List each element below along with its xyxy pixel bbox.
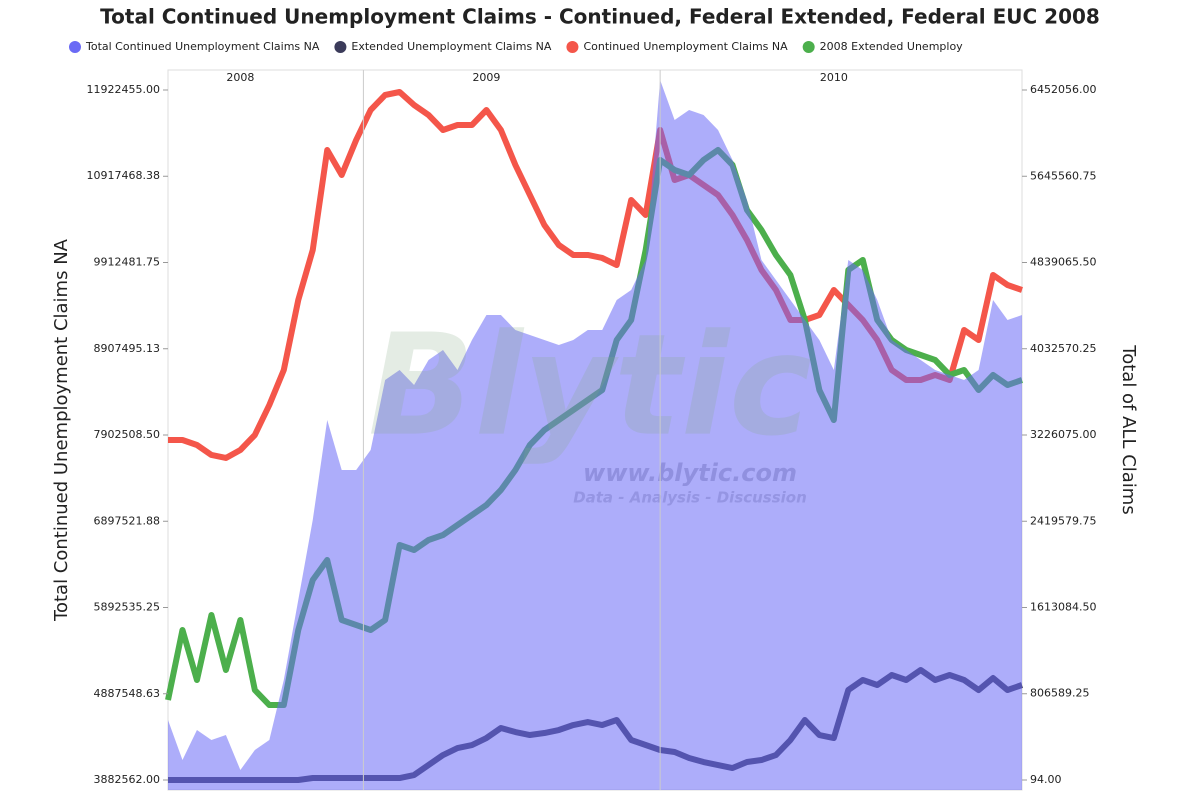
y2-tick-label: 4839065.50 — [1030, 256, 1096, 269]
y2-tick-label: 5645560.75 — [1030, 169, 1096, 182]
y-tick-label: 5892535.25 — [94, 601, 160, 614]
y2-tick-label: 6452056.00 — [1030, 83, 1096, 96]
legend-label: Continued Unemployment Claims NA — [583, 40, 788, 53]
y2-tick-label: 94.00 — [1030, 773, 1062, 786]
x-tick-label: 2010 — [820, 71, 848, 84]
legend-marker — [69, 41, 81, 53]
watermark-logo: Blytic — [368, 305, 812, 468]
marks — [165, 80, 1023, 790]
y-axis-title: Total Continued Unemployment Claims NA — [51, 238, 72, 622]
y2-axis-title: Total of ALL Claims — [1118, 344, 1139, 514]
y-tick-label: 7902508.50 — [94, 428, 160, 441]
legend-label: Extended Unemployment Claims NA — [351, 40, 551, 53]
series-area — [168, 80, 1022, 790]
y2-tick-label: 1613084.50 — [1030, 600, 1096, 613]
legend-label: Total Continued Unemployment Claims NA — [85, 40, 320, 53]
y2-tick-label: 2419579.75 — [1030, 514, 1096, 527]
watermark-tagline: Data - Analysis - Discussion — [573, 489, 807, 507]
watermark-url: www.blytic.com — [583, 459, 797, 487]
y-tick-label: 10917468.38 — [87, 169, 160, 182]
x-tick-label: 2008 — [226, 71, 254, 84]
y2-tick-label: 4032570.25 — [1030, 342, 1096, 355]
y-tick-label: 8907495.13 — [94, 342, 160, 355]
legend-marker — [566, 41, 579, 53]
y-tick-label: 3882562.00 — [94, 773, 160, 786]
chart-title: Total Continued Unemployment Claims - Co… — [100, 5, 1100, 29]
legend-marker — [334, 41, 347, 53]
y2-tick-label: 3226075.00 — [1030, 428, 1096, 441]
y-tick-label: 9912481.75 — [94, 255, 160, 268]
y-tick-label: 6897521.88 — [94, 514, 160, 527]
legend-label: 2008 Extended Unemploy — [820, 40, 964, 53]
legend-marker — [802, 41, 815, 53]
x-tick-label: 2009 — [472, 71, 500, 84]
y-tick-label: 11922455.00 — [87, 83, 160, 96]
y-tick-label: 4887548.63 — [94, 687, 160, 700]
y2-tick-label: 806589.25 — [1030, 687, 1090, 700]
